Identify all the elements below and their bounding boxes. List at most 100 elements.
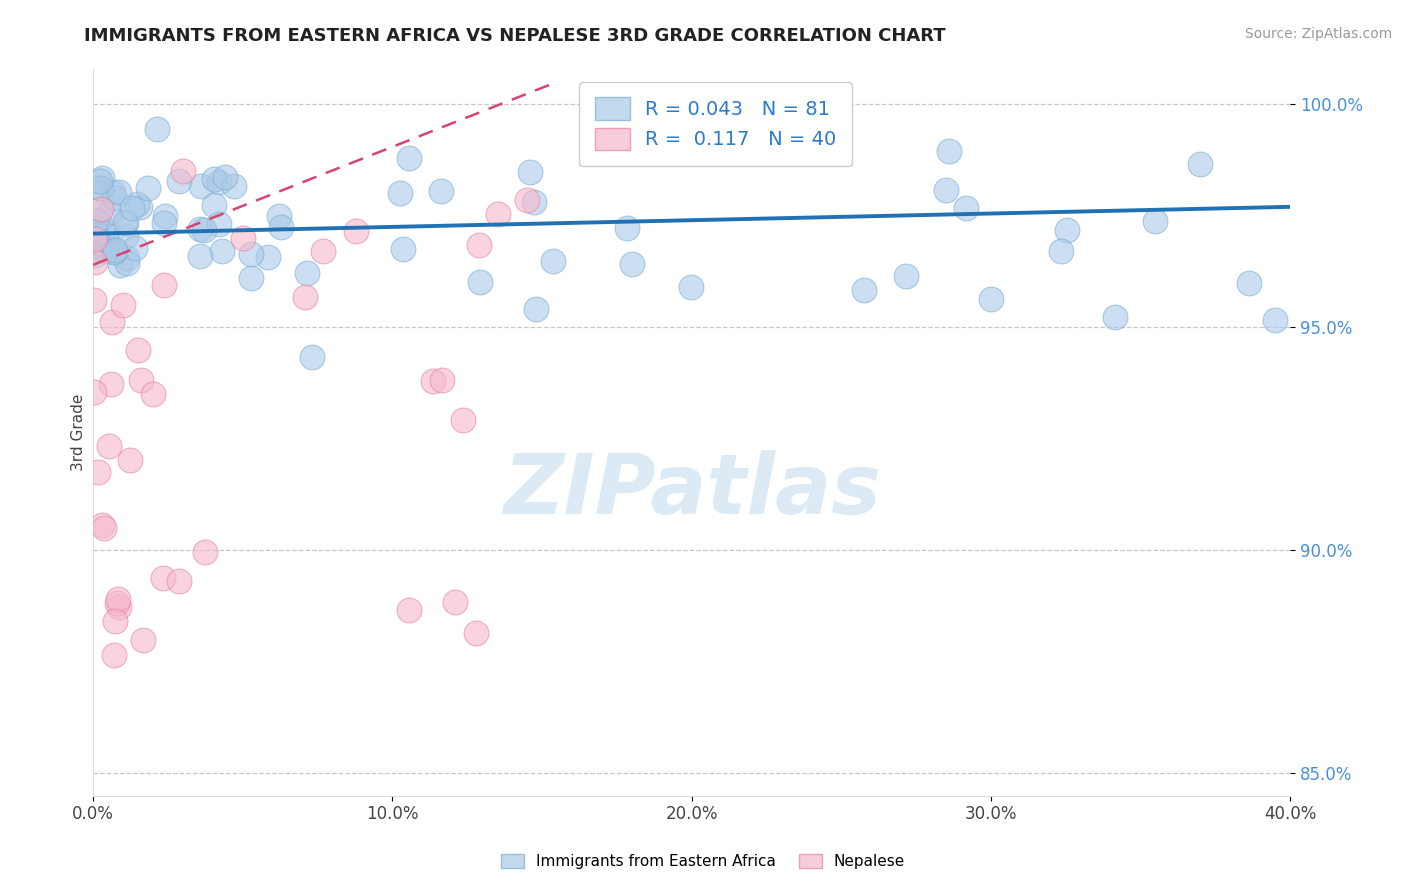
Point (896, 268, 918, 283)
Point (938, 144, 960, 158)
Point (679, 279, 702, 293)
Point (194, 544, 217, 558)
Point (115, 228, 138, 243)
Point (240, 271, 263, 285)
Point (115, 251, 138, 265)
Point (468, 275, 491, 289)
Point (121, 201, 143, 215)
Point (103, 185, 125, 199)
Point (108, 185, 131, 199)
Point (312, 244, 335, 258)
Point (172, 164, 194, 178)
Point (294, 290, 316, 304)
Point (89, 214, 111, 228)
Point (90, 517, 112, 532)
Text: IMMIGRANTS FROM EASTERN AFRICA VS NEPALESE 3RD GRADE CORRELATION CHART: IMMIGRANTS FROM EASTERN AFRICA VS NEPALE… (84, 27, 946, 45)
Point (124, 240, 146, 254)
Point (208, 217, 231, 231)
Point (202, 172, 225, 186)
Point (87, 236, 110, 251)
Point (297, 266, 319, 280)
Point (96, 240, 118, 254)
Point (1264, 312, 1286, 326)
Point (101, 315, 124, 329)
Point (152, 571, 174, 585)
Point (114, 215, 136, 229)
Point (90, 202, 112, 216)
Point (208, 175, 231, 189)
Point (422, 374, 444, 388)
Point (519, 165, 541, 179)
Point (112, 298, 135, 312)
Point (142, 387, 165, 401)
Point (224, 179, 246, 194)
Point (232, 231, 254, 245)
Y-axis label: 3rd Grade: 3rd Grade (72, 393, 86, 471)
Point (127, 343, 149, 357)
Point (955, 201, 977, 215)
Point (202, 198, 225, 212)
Point (84, 214, 107, 228)
Point (104, 614, 127, 628)
Point (103, 648, 125, 662)
Point (155, 209, 177, 223)
Point (1144, 214, 1167, 228)
Legend: R = 0.043   N = 81, R =  0.117   N = 40: R = 0.043 N = 81, R = 0.117 N = 40 (579, 82, 852, 166)
Point (1237, 276, 1260, 290)
Point (257, 250, 280, 264)
Point (167, 174, 190, 188)
Point (104, 190, 127, 204)
Point (451, 413, 474, 427)
Point (468, 238, 491, 252)
Point (1050, 244, 1073, 258)
Point (83, 232, 105, 246)
Point (516, 194, 538, 208)
Text: Source: ZipAtlas.com: Source: ZipAtlas.com (1244, 27, 1392, 41)
Point (93, 521, 115, 535)
Point (267, 209, 290, 223)
Point (83, 248, 105, 262)
Point (98, 227, 121, 242)
Point (83, 255, 105, 269)
Point (240, 247, 263, 261)
Point (108, 258, 131, 272)
Point (83, 228, 105, 243)
Point (129, 373, 152, 387)
Point (90, 181, 112, 195)
Point (1104, 310, 1126, 324)
Point (430, 184, 453, 198)
Point (541, 253, 564, 268)
Point (1056, 223, 1078, 237)
Point (190, 179, 212, 194)
Point (398, 152, 420, 166)
Point (1189, 156, 1212, 170)
Point (211, 244, 233, 258)
Point (621, 257, 644, 271)
Point (100, 376, 122, 391)
Point (89, 202, 111, 216)
Point (398, 603, 420, 617)
Point (392, 242, 415, 256)
Point (98, 439, 121, 453)
Point (120, 453, 142, 467)
Point (432, 374, 454, 388)
Point (84, 226, 107, 240)
Point (87, 465, 110, 479)
Point (153, 277, 176, 292)
Point (486, 207, 509, 221)
Point (115, 216, 138, 230)
Point (115, 256, 138, 270)
Point (138, 181, 160, 195)
Point (606, 109, 628, 123)
Point (103, 244, 125, 259)
Legend: Immigrants from Eastern Africa, Nepalese: Immigrants from Eastern Africa, Nepalese (495, 847, 911, 875)
Point (616, 221, 638, 235)
Point (104, 243, 127, 257)
Point (464, 625, 486, 640)
Point (389, 186, 412, 201)
Point (188, 221, 211, 235)
Point (270, 219, 292, 234)
Point (214, 169, 236, 184)
Point (94, 244, 117, 258)
Point (89, 181, 111, 195)
